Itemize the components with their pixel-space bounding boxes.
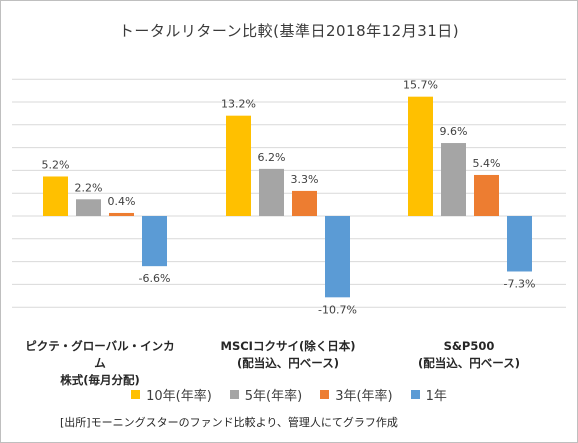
legend-swatch-10y [131, 390, 141, 399]
category-label-line: S&P500 [443, 339, 495, 353]
bar-0-0 [43, 176, 68, 216]
bar-1-2 [292, 190, 317, 216]
data-label-1-2: 3.3% [291, 173, 319, 186]
data-label-2-2: 5.4% [473, 157, 501, 170]
category-label-line: 株式(毎月分配) [60, 373, 140, 387]
data-label-1-1: 6.2% [258, 151, 286, 164]
bar-1-0 [226, 115, 251, 216]
chart-title: トータルリターン比較(基準日2018年12月31日) [118, 22, 460, 40]
category-label-line: MSCIコクサイ(除く日本) [220, 339, 356, 353]
bar-2-2 [474, 174, 499, 216]
data-label-0-1: 2.2% [75, 181, 103, 194]
data-label-1-3: -10.7% [318, 303, 357, 316]
legend-item-5y: 5年(年率) [229, 385, 303, 404]
legend-label-1y: 1年 [425, 389, 447, 404]
category-label-line: ピクテ・グローバル・インカム [25, 339, 175, 370]
data-label-1-0: 13.2% [221, 98, 256, 111]
data-label-0-3: -6.6% [139, 272, 171, 285]
legend-label-5y: 5年(年率) [244, 389, 303, 404]
bar-1-3 [325, 216, 350, 298]
data-label-0-0: 5.2% [42, 158, 70, 171]
chart-legend: 10年(年率) 5年(年率) 3年(年率) 1年 [0, 385, 578, 404]
bar-2-3 [507, 216, 532, 272]
legend-swatch-3y [320, 390, 330, 399]
category-label-pictet: ピクテ・グローバル・インカム 株式(毎月分配) [20, 338, 180, 389]
data-label-2-3: -7.3% [504, 277, 536, 290]
bar-1-1 [259, 168, 284, 216]
legend-label-10y: 10年(年率) [146, 389, 212, 404]
bar-0-2 [109, 212, 134, 216]
bar-2-0 [408, 96, 433, 216]
data-label-2-1: 9.6% [440, 125, 468, 138]
bar-0-3 [142, 216, 167, 267]
bar-0-1 [76, 199, 101, 216]
category-label-line: (配当込、円ベース) [237, 356, 339, 370]
legend-swatch-5y [229, 390, 239, 399]
legend-swatch-1y [410, 390, 420, 399]
source-note: [出所]モーニングスターのファンド比較より、管理人にてグラフ作成 [60, 416, 398, 429]
bar-2-1 [441, 143, 466, 216]
category-label-line: (配当込、円ベース) [418, 356, 520, 370]
data-label-0-2: 0.4% [108, 195, 136, 208]
legend-label-3y: 3年(年率) [335, 389, 393, 404]
legend-item-1y: 1年 [410, 385, 447, 404]
data-label-2-0: 15.7% [403, 79, 438, 92]
legend-item-10y: 10年(年率) [131, 385, 212, 404]
category-label-msci: MSCIコクサイ(除く日本) (配当込、円ベース) [208, 338, 368, 372]
legend-item-3y: 3年(年率) [320, 385, 393, 404]
category-label-sp500: S&P500 (配当込、円ベース) [389, 338, 549, 372]
